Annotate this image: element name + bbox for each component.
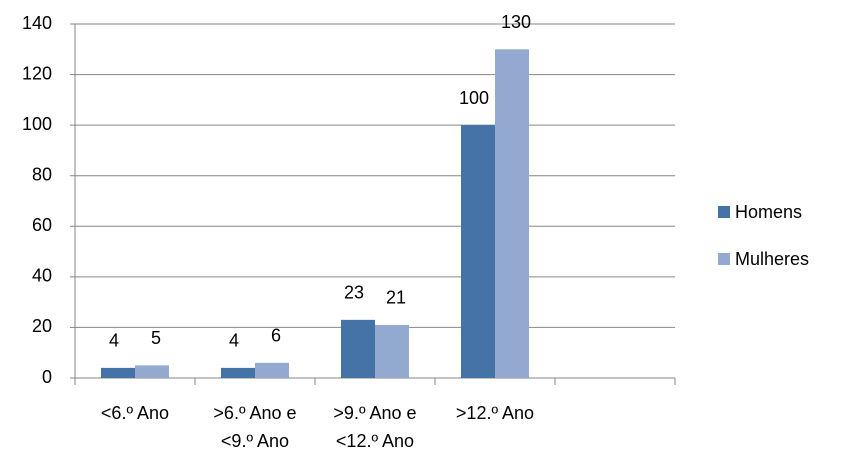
data-label: 5 bbox=[151, 328, 161, 348]
data-label: 4 bbox=[109, 331, 119, 351]
legend-swatch bbox=[718, 206, 730, 218]
bar bbox=[375, 324, 409, 378]
y-tick-label: 120 bbox=[22, 63, 52, 83]
x-tick-label: >9.º Ano e <12.º Ano bbox=[333, 403, 417, 451]
bar bbox=[255, 362, 289, 378]
bar bbox=[461, 125, 495, 379]
data-label: 130 bbox=[501, 12, 531, 32]
data-label: 21 bbox=[386, 288, 406, 308]
bar bbox=[341, 319, 375, 378]
legend-label: Mulheres bbox=[735, 249, 809, 269]
y-tick-label: 100 bbox=[22, 114, 52, 134]
legend-swatch bbox=[718, 253, 730, 265]
bar bbox=[221, 367, 255, 378]
bar bbox=[495, 49, 529, 379]
x-tick-label: >12.º Ano bbox=[455, 403, 535, 423]
bar bbox=[135, 365, 169, 378]
x-tick-label: >6.º Ano e <9.º Ano bbox=[213, 403, 297, 451]
bar bbox=[101, 367, 135, 378]
y-tick-label: 80 bbox=[32, 164, 52, 184]
y-tick-label: 0 bbox=[42, 367, 52, 387]
data-label: 23 bbox=[344, 283, 364, 303]
y-tick-label: 60 bbox=[32, 215, 52, 235]
x-tick-label: <6.º Ano bbox=[100, 403, 170, 423]
legend-label: Homens bbox=[735, 202, 802, 222]
y-tick-label: 40 bbox=[32, 266, 52, 286]
data-label: 4 bbox=[229, 331, 239, 351]
data-label: 6 bbox=[271, 326, 281, 346]
y-tick-label: 20 bbox=[32, 316, 52, 336]
data-label: 100 bbox=[459, 88, 489, 108]
y-tick-label: 140 bbox=[22, 13, 52, 33]
